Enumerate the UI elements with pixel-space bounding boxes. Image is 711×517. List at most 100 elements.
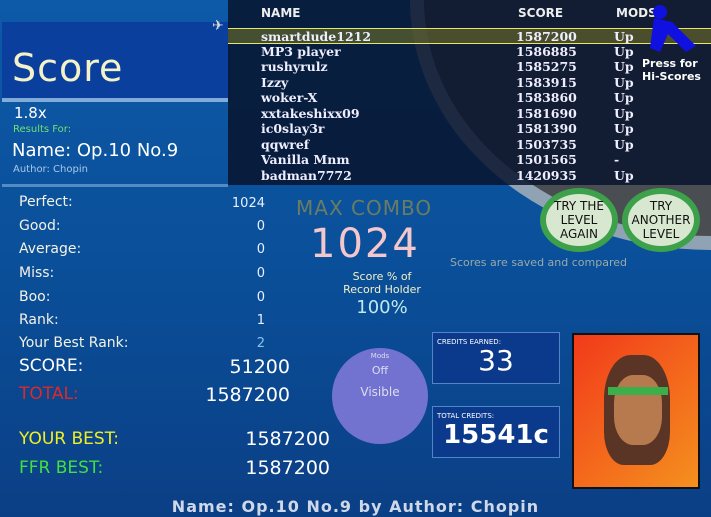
credits-earned-label: CREDITS EARNED: — [437, 338, 502, 346]
row-mods: Up — [614, 90, 634, 105]
row-mods: Up — [614, 105, 634, 121]
header-name: NAME — [261, 6, 301, 20]
row-name: ic0slay3r — [261, 121, 325, 136]
footer-song-info: Name: Op.10 No.9 by Author: Chopin — [171, 497, 540, 516]
stat-value-best-rank: 2 — [256, 336, 265, 351]
leaderboard-row: Izzy 1583915 Up — [228, 75, 711, 91]
stat-label-good: Good: — [19, 218, 61, 234]
leaderboard-row: MP3 player 1586885 Up — [228, 44, 711, 60]
row-mods: Up — [614, 121, 634, 136]
row-mods: - — [614, 152, 620, 167]
leaderboard-row: xxtakeshixx09 1581690 Up — [228, 106, 711, 122]
stat-label-miss: Miss: — [19, 265, 55, 281]
total-credits-box: TOTAL CREDITS: 15541c — [432, 406, 560, 458]
stat-label-boo: Boo: — [19, 289, 51, 305]
divider — [2, 98, 228, 102]
row-score: 1420935 — [516, 167, 577, 183]
stat-label-rank: Rank: — [19, 312, 59, 328]
row-mods: Up — [614, 74, 634, 90]
stat-value-miss: 0 — [256, 266, 265, 281]
mods-circle: Mods Off Visible — [332, 348, 428, 444]
leaderboard-row: Vanilla Mnm 1501565 - — [228, 152, 711, 168]
record-label-2: Record Holder — [343, 283, 421, 296]
record-label: Score % of Record Holder — [322, 270, 442, 296]
results-for-label: Results For: — [13, 124, 72, 135]
header-mods: MODS — [616, 6, 657, 20]
total-value-your-best: 1587200 — [245, 428, 330, 450]
leaderboard-row: qqwref 1503735 Up — [228, 137, 711, 153]
try-again-button[interactable]: TRY THE LEVEL AGAIN — [540, 188, 618, 252]
total-value-total: 1587200 — [205, 384, 290, 406]
leaderboard-row: rushyrulz 1585275 Up — [228, 59, 711, 75]
page-title: Score — [12, 46, 124, 90]
song-author: Author: Chopin — [13, 164, 88, 175]
hiscores-label[interactable]: Press for Hi-Scores — [642, 57, 701, 83]
mods-label: Mods — [370, 352, 390, 360]
score-header — [2, 22, 230, 100]
stat-label-average: Average: — [19, 241, 82, 257]
row-mods: Up — [614, 29, 634, 44]
row-name: Izzy — [261, 74, 289, 90]
song-name: Name: Op.10 No.9 — [12, 140, 179, 161]
pointer-icon: ✈ — [212, 18, 224, 34]
total-label-score: SCORE: — [19, 356, 84, 376]
leaderboard-row: badman7772 1420935 Up — [228, 168, 711, 184]
runner-icon — [650, 5, 696, 52]
divider — [2, 184, 228, 187]
hiscores-button[interactable] — [646, 2, 706, 56]
row-mods: Up — [614, 43, 634, 59]
try-another-label: TRY ANOTHER LEVEL — [631, 199, 691, 241]
credits-earned-box: CREDITS EARNED: 33 — [432, 332, 560, 384]
stat-value-perfect: 1024 — [231, 196, 265, 211]
max-combo-label: MAX COMBO — [296, 196, 433, 220]
total-credits-label: TOTAL CREDITS: — [437, 412, 495, 420]
credits-earned-value: 33 — [478, 344, 514, 377]
row-name: MP3 player — [261, 43, 341, 59]
leaderboard-row: smartdude1212 1587200 Up — [228, 28, 711, 44]
try-again-label: TRY THE LEVEL AGAIN — [554, 199, 604, 241]
record-pct: 100% — [356, 297, 408, 318]
stat-value-good: 0 — [256, 219, 265, 234]
row-name: xxtakeshixx09 — [261, 105, 360, 121]
row-mods: Up — [614, 59, 634, 74]
total-value-score: 51200 — [229, 356, 290, 378]
stat-value-average: 0 — [256, 242, 265, 257]
row-name: Vanilla Mnm — [261, 152, 350, 167]
row-score: 1583860 — [516, 90, 577, 105]
stat-value-rank: 1 — [256, 313, 265, 328]
max-combo-value: 1024 — [310, 221, 420, 267]
row-score: 1581690 — [516, 105, 577, 121]
leaderboard-row: ic0slay3r 1581390 Up — [228, 121, 711, 137]
row-score: 1503735 — [516, 136, 577, 152]
mod-value: Off — [371, 364, 389, 377]
leaderboard-row: woker-X 1583860 Up — [228, 90, 711, 106]
stat-label-best-rank: Your Best Rank: — [19, 335, 129, 351]
row-score: 1585275 — [516, 59, 577, 74]
total-label-your-best: YOUR BEST: — [19, 429, 119, 449]
mod-value: Visible — [360, 385, 400, 399]
stat-value-boo: 0 — [256, 290, 265, 305]
row-score: 1587200 — [516, 29, 577, 44]
row-name: rushyrulz — [261, 59, 328, 74]
character-headband — [608, 387, 668, 395]
row-mods: Up — [614, 136, 634, 152]
leaderboard-note: Scores are saved and compared — [450, 256, 627, 269]
try-another-level-button[interactable]: TRY ANOTHER LEVEL — [622, 188, 700, 252]
total-value-ffr-best: 1587200 — [245, 457, 330, 479]
character-portrait — [572, 333, 700, 489]
row-score: 1581390 — [516, 121, 577, 136]
total-label-ffr-best: FFR BEST: — [19, 458, 104, 478]
row-mods: Up — [614, 167, 634, 183]
speed: 1.8x — [14, 104, 47, 122]
row-name: smartdude1212 — [261, 29, 372, 44]
row-name: badman7772 — [261, 167, 352, 183]
row-name: qqwref — [261, 136, 310, 152]
header-score: SCORE — [518, 6, 564, 20]
leaderboard: NAME SCORE MODS smartdude1212 1587200 Up MP… — [228, 0, 711, 185]
total-label-total: TOTAL: — [19, 384, 79, 404]
character-face — [614, 375, 662, 445]
record-label-1: Score % of — [352, 270, 412, 283]
row-name: woker-X — [261, 90, 318, 105]
row-score: 1501565 — [516, 152, 577, 167]
row-score: 1586885 — [516, 43, 577, 59]
